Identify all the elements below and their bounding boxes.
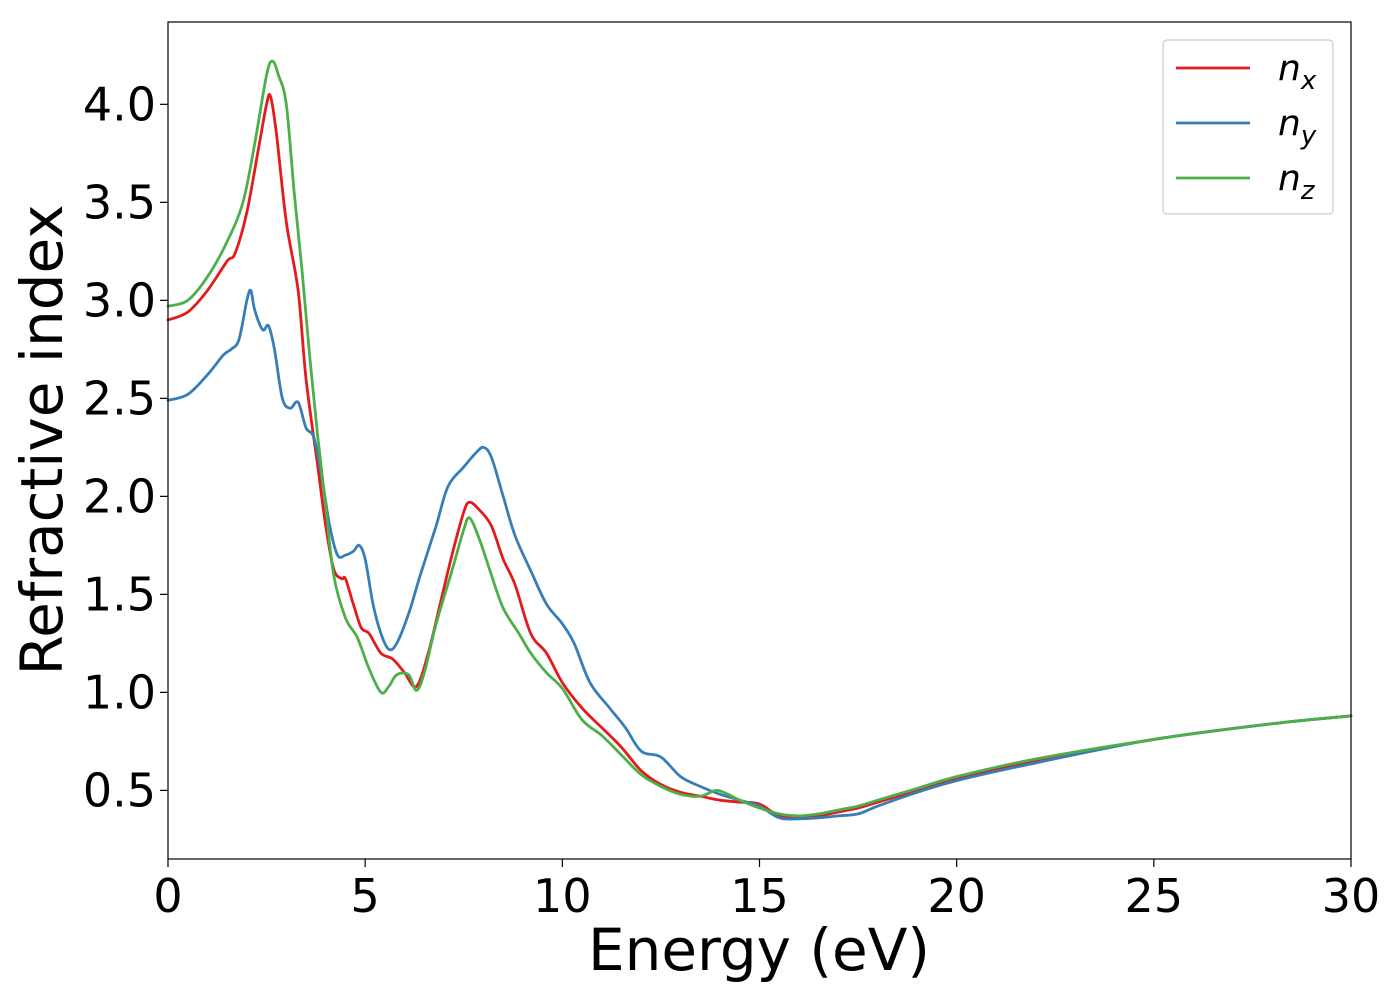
y-tick-label: 1.0 — [83, 665, 156, 719]
x-tick-label: 0 — [153, 869, 182, 923]
y-tick-label: 0.5 — [83, 763, 156, 817]
y-tick-label: 2.5 — [83, 371, 156, 425]
y-tick-label: 3.5 — [83, 175, 156, 229]
x-tick-label: 15 — [730, 869, 789, 923]
y-tick-label: 3.0 — [83, 273, 156, 327]
x-axis-title: Energy (eV) — [588, 916, 930, 984]
y-tick-label: 4.0 — [83, 77, 156, 131]
legend-label-base: n — [1278, 103, 1301, 144]
plot-area — [168, 22, 1351, 859]
y-axis-ticks: 0.5 1.0 1.5 2.0 2.5 3.0 3.5 4.0 — [83, 77, 168, 817]
x-tick-label: 10 — [533, 869, 592, 923]
legend-label-z: nz — [1278, 158, 1316, 206]
y-tick-label: 2.0 — [83, 469, 156, 523]
y-axis-title: Refractive index — [8, 204, 76, 675]
x-tick-label: 25 — [1125, 869, 1184, 923]
legend-box — [1162, 39, 1334, 215]
series-layer — [166, 59, 1353, 821]
legend-label-subscript: z — [1300, 176, 1316, 206]
y-tick-label: 1.5 — [83, 567, 156, 621]
legend-label-subscript: x — [1300, 66, 1317, 96]
series-line-z — [166, 59, 1353, 818]
series-line-x — [166, 93, 1353, 820]
x-tick-label: 20 — [927, 869, 986, 923]
series-line-y — [166, 288, 1353, 821]
x-tick-label: 5 — [351, 869, 380, 923]
legend-label-base: n — [1278, 48, 1301, 89]
legend-label-subscript: y — [1300, 121, 1317, 151]
legend-label-y: ny — [1278, 103, 1317, 151]
legend-label-base: n — [1278, 158, 1301, 199]
legend-label-x: nx — [1278, 48, 1317, 96]
x-tick-label: 30 — [1322, 869, 1381, 923]
x-axis-ticks: 0 5 10 15 20 25 30 — [153, 859, 1380, 923]
